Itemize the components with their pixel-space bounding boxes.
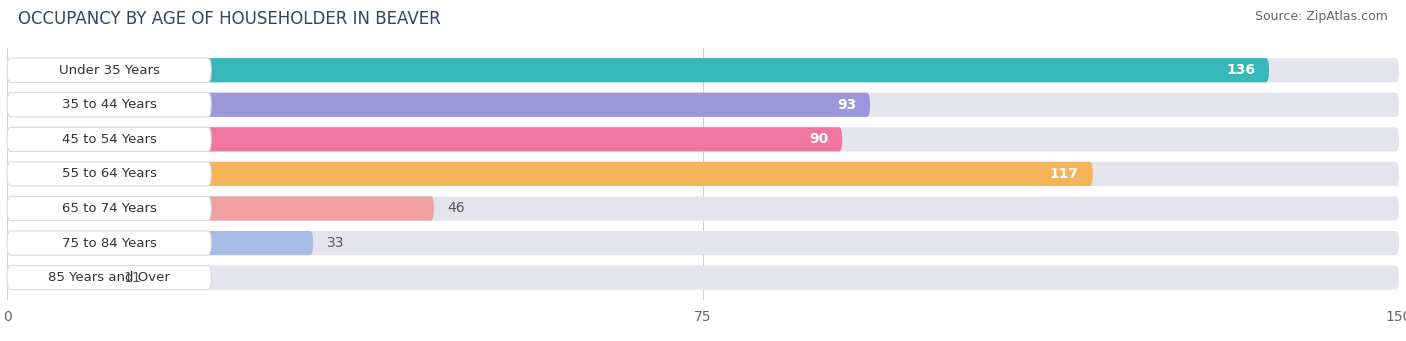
FancyBboxPatch shape <box>7 266 110 290</box>
Text: 65 to 74 Years: 65 to 74 Years <box>62 202 156 215</box>
Text: 33: 33 <box>328 236 344 250</box>
FancyBboxPatch shape <box>7 266 211 290</box>
FancyBboxPatch shape <box>7 93 870 117</box>
Text: OCCUPANCY BY AGE OF HOUSEHOLDER IN BEAVER: OCCUPANCY BY AGE OF HOUSEHOLDER IN BEAVE… <box>18 10 441 28</box>
Text: 45 to 54 Years: 45 to 54 Years <box>62 133 156 146</box>
FancyBboxPatch shape <box>7 231 314 255</box>
Text: 35 to 44 Years: 35 to 44 Years <box>62 98 156 111</box>
FancyBboxPatch shape <box>7 196 434 221</box>
Text: 117: 117 <box>1050 167 1078 181</box>
FancyBboxPatch shape <box>7 162 1092 186</box>
Text: 136: 136 <box>1226 63 1256 77</box>
FancyBboxPatch shape <box>7 196 1399 221</box>
FancyBboxPatch shape <box>7 266 1399 290</box>
Text: 11: 11 <box>124 271 141 285</box>
Text: 46: 46 <box>447 202 465 216</box>
FancyBboxPatch shape <box>7 162 211 186</box>
FancyBboxPatch shape <box>7 162 1399 186</box>
Text: Under 35 Years: Under 35 Years <box>59 64 159 77</box>
Text: 85 Years and Over: 85 Years and Over <box>48 271 170 284</box>
FancyBboxPatch shape <box>7 231 211 255</box>
FancyBboxPatch shape <box>7 127 1399 151</box>
FancyBboxPatch shape <box>7 196 211 221</box>
FancyBboxPatch shape <box>7 58 1270 82</box>
FancyBboxPatch shape <box>7 93 1399 117</box>
FancyBboxPatch shape <box>7 231 1399 255</box>
FancyBboxPatch shape <box>7 58 211 82</box>
FancyBboxPatch shape <box>7 93 211 117</box>
Text: 93: 93 <box>837 98 856 112</box>
FancyBboxPatch shape <box>7 127 211 151</box>
Text: 75 to 84 Years: 75 to 84 Years <box>62 237 156 250</box>
Text: Source: ZipAtlas.com: Source: ZipAtlas.com <box>1254 10 1388 23</box>
FancyBboxPatch shape <box>7 58 1399 82</box>
FancyBboxPatch shape <box>7 127 842 151</box>
Text: 90: 90 <box>808 132 828 146</box>
Text: 55 to 64 Years: 55 to 64 Years <box>62 167 156 180</box>
